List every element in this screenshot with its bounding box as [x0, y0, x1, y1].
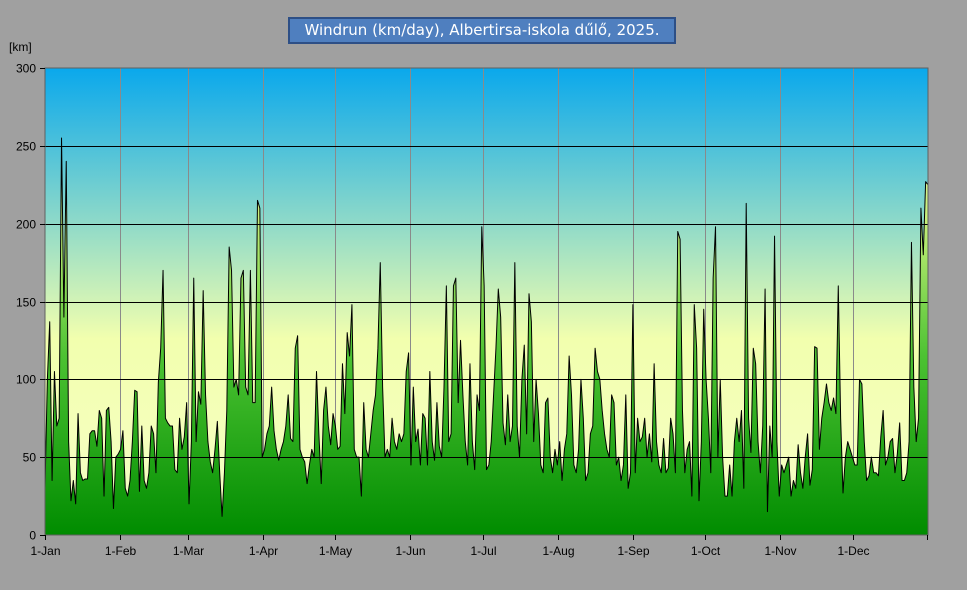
x-tick-label: 1-Jun — [395, 544, 425, 558]
y-tick-label: 50 — [23, 451, 37, 465]
x-tick-label: 1-Jul — [470, 544, 496, 558]
x-tick-label: 1-Feb — [105, 544, 137, 558]
y-tick-label: 200 — [16, 218, 36, 232]
x-tick-label: 1-Aug — [542, 544, 574, 558]
y-tick-label: 0 — [29, 529, 36, 543]
windrun-area — [45, 138, 928, 535]
y-axis-unit-label: [km] — [9, 40, 32, 54]
y-tick-label: 300 — [16, 62, 36, 76]
x-tick-label: 1-Sep — [617, 544, 649, 558]
x-tick-label: 1-Apr — [249, 544, 278, 558]
x-tick-label: 1-May — [319, 544, 352, 558]
x-tick-label: 1-Oct — [691, 544, 721, 558]
x-axis: 1-Jan 1-Feb 1-Mar 1-Apr 1-May 1-Jun 1-Jul 1-Aug… — [30, 535, 928, 558]
x-tick-label: 1-Jan — [30, 544, 60, 558]
data-area-group — [45, 138, 928, 535]
windrun-line — [45, 137, 928, 517]
chart-title: Windrun (km/day), Albertirsa-iskola dűlő… — [288, 17, 676, 44]
x-tick-label: 1-Mar — [173, 544, 204, 558]
x-tick-label: 1-Nov — [764, 544, 796, 558]
data-line-group — [45, 137, 928, 517]
y-tick-label: 150 — [16, 296, 36, 310]
y-axis: 0 50 100 150 200 250 300 — [16, 62, 45, 543]
x-tick-label: 1-Dec — [837, 544, 869, 558]
y-tick-label: 100 — [16, 373, 36, 387]
y-tick-label: 250 — [16, 140, 36, 154]
plot-frame — [44, 67, 929, 536]
